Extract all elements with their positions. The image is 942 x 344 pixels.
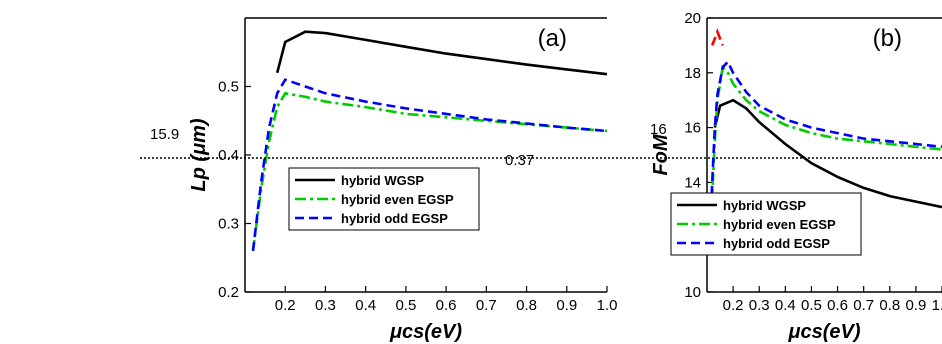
panel-b: 1012141618200.20.30.40.50.60.70.80.91.0μ… bbox=[650, 10, 942, 343]
panel-tag: (b) bbox=[873, 25, 902, 52]
x-tick-label: 0.8 bbox=[879, 297, 900, 314]
panel-tag: (a) bbox=[538, 25, 567, 52]
y-tick-label: 0.2 bbox=[218, 284, 239, 301]
series-line bbox=[708, 59, 942, 251]
legend-label: hybrid even EGSP bbox=[341, 192, 454, 207]
x-tick-label: 0.6 bbox=[436, 297, 457, 314]
x-tick-label: 0.7 bbox=[476, 297, 497, 314]
series-line bbox=[710, 28, 724, 46]
x-tick-label: 0.3 bbox=[749, 297, 770, 314]
y-tick-label: 0.5 bbox=[218, 79, 239, 96]
legend-label: hybrid even EGSP bbox=[723, 217, 836, 232]
x-tick-label: 0.7 bbox=[853, 297, 874, 314]
y-axis-title: Lp (μm) bbox=[188, 118, 210, 191]
y-axis-title: FoM bbox=[650, 133, 672, 175]
x-tick-label: 0.8 bbox=[516, 297, 537, 314]
panel-a: 0.2 0.3 0.4 0.5 0.2 0.3 0.4 0.5 0.6 0.7 0.8 0.9 1.0 μ… bbox=[140, 17, 942, 343]
x-tick-label: 0.6 bbox=[827, 297, 848, 314]
y-tick-label: 0.3 bbox=[218, 216, 239, 233]
legend-label: hybrid WGSP bbox=[723, 198, 806, 213]
x-tick-label: 0.5 bbox=[801, 297, 822, 314]
x-tick-label: 0.3 bbox=[315, 297, 336, 314]
x-tick-label: 0.2 bbox=[723, 297, 744, 314]
series-line bbox=[275, 30, 608, 76]
legend-label: hybrid WGSP bbox=[341, 173, 424, 188]
y-tick-label: 14 bbox=[684, 174, 701, 191]
series-line bbox=[251, 78, 608, 252]
y-tick-label: 18 bbox=[684, 65, 701, 82]
annotation-label: 16 bbox=[650, 121, 667, 138]
x-tick-label: 0.2 bbox=[275, 297, 296, 314]
x-axis-title: μcs(eV) bbox=[787, 321, 860, 343]
legend-label: hybrid odd EGSP bbox=[723, 236, 830, 251]
x-tick-label: 0.5 bbox=[395, 297, 416, 314]
y-tick-label: 16 bbox=[684, 120, 701, 137]
series-line bbox=[713, 98, 942, 209]
y-tick-label: 20 bbox=[684, 10, 701, 27]
x-tick-label: 0.9 bbox=[905, 297, 926, 314]
x-tick-label: 0.9 bbox=[556, 297, 577, 314]
x-tick-label: 0.4 bbox=[355, 297, 376, 314]
x-axis-title: μcs(eV) bbox=[389, 321, 462, 343]
legend-label: hybrid odd EGSP bbox=[341, 211, 448, 226]
annotation-label: 15.9 bbox=[150, 126, 179, 143]
x-tick-label: 1.0 bbox=[597, 297, 618, 314]
x-tick-label: 1.0 bbox=[932, 297, 942, 314]
y-tick-label: 0.4 bbox=[218, 147, 239, 164]
annotation-label: 0.37 bbox=[505, 152, 534, 169]
y-tick-label: 10 bbox=[684, 284, 701, 301]
x-tick-label: 0.4 bbox=[775, 297, 796, 314]
